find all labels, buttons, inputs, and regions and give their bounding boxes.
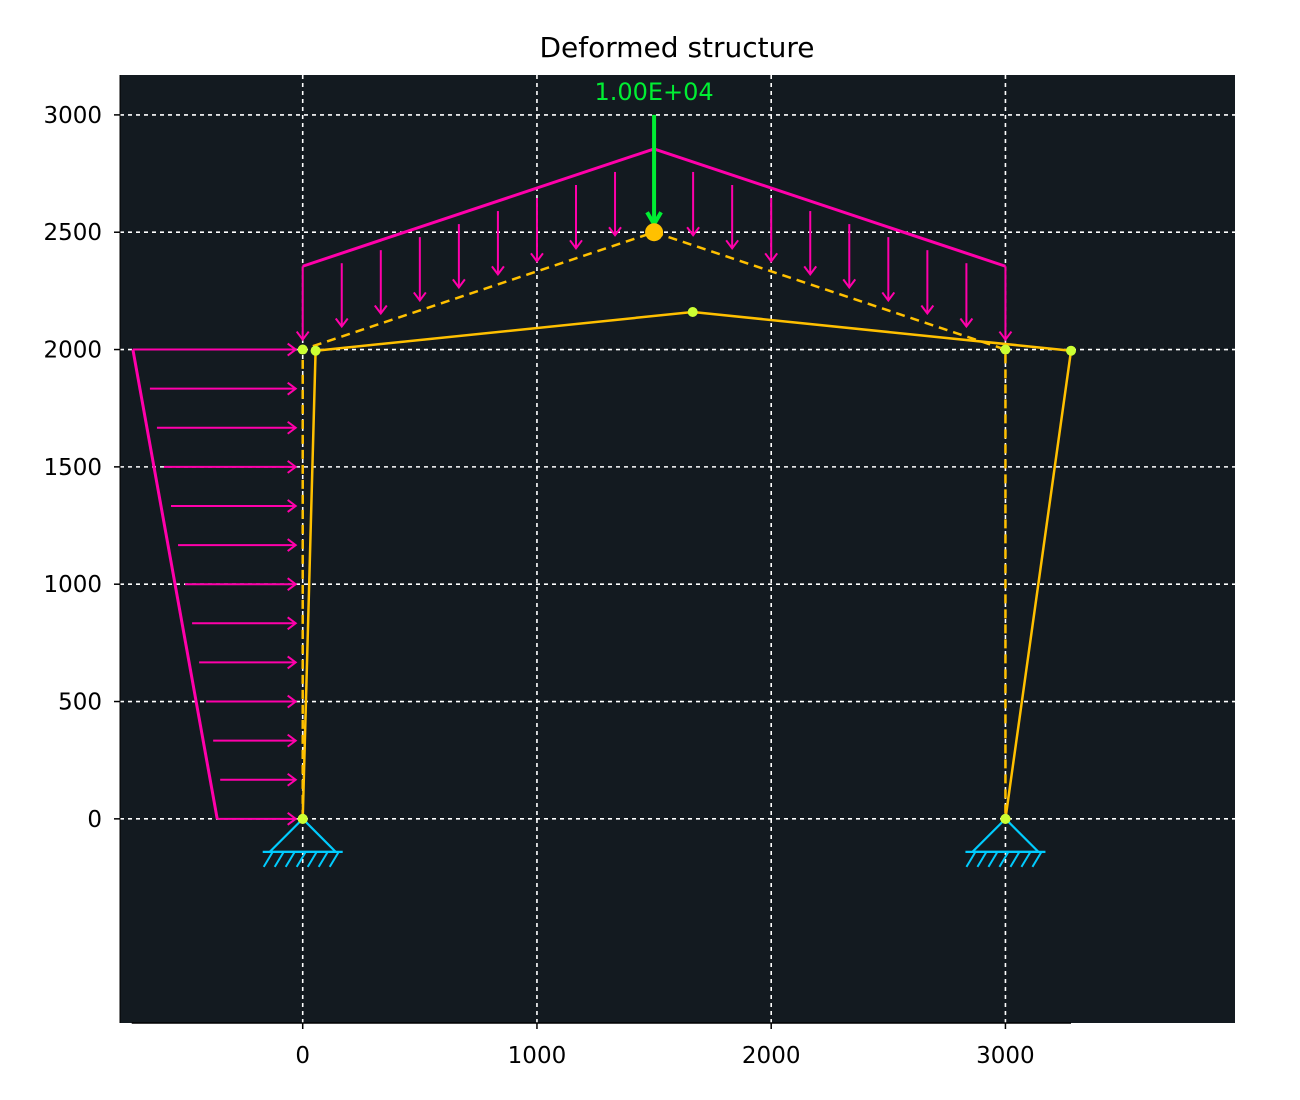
support-hatch [306, 851, 318, 868]
support-hatch [998, 851, 1010, 868]
wall-load-arrowhead [287, 655, 298, 670]
roof-load-arrowhead [295, 330, 310, 342]
support-hatch [1020, 851, 1032, 868]
support-hatch [965, 851, 977, 868]
wall-load-arrowhead [287, 772, 298, 787]
wall-load-arrowhead [287, 694, 298, 709]
roof-load-arrowhead [413, 291, 427, 303]
wall-load-arrowhead [287, 733, 298, 748]
roof-load-arrowhead [686, 226, 700, 237]
y-tick-label: 2500 [43, 220, 102, 246]
y-tick-label: 1500 [43, 455, 102, 481]
support-hatch [1009, 851, 1021, 868]
x-tick-label: 0 [295, 1043, 310, 1069]
nodes [297, 223, 1077, 824]
wall-load-arrowhead [287, 499, 298, 513]
roof-load-arrowhead [530, 252, 544, 263]
support-hatch [284, 851, 296, 868]
deformed-node [1066, 345, 1077, 356]
roof-load-arrowhead [373, 304, 388, 316]
wall-load-envelope [131, 349, 219, 820]
support-hatch [1031, 851, 1043, 868]
supports [262, 817, 1046, 868]
y-tick-label: 0 [87, 807, 102, 833]
undeformed-node [297, 344, 308, 355]
x-tick-label: 1000 [508, 1043, 567, 1069]
roof-load-arrowhead [764, 252, 778, 263]
roof-load-arrowhead [725, 239, 739, 250]
roof-load-arrowhead [959, 317, 974, 329]
wall-load-arrowhead [287, 460, 298, 474]
wall-load-arrowhead [287, 342, 298, 357]
support-hatch [976, 851, 988, 868]
support-hatch [273, 851, 285, 868]
undeformed-frame [301, 230, 1007, 819]
x-tick-label: 2000 [742, 1043, 801, 1069]
point-load-label: 1.00E+04 [594, 78, 713, 106]
wall-load-arrowhead [287, 616, 298, 631]
wall-load-arrowhead [287, 381, 298, 396]
deformed-node [1000, 813, 1011, 824]
y-tick-label: 3000 [43, 103, 102, 129]
deformed-node [297, 813, 308, 824]
support-hatch [317, 851, 329, 868]
wall-load-arrowhead [287, 812, 298, 826]
deformed-node [310, 345, 321, 356]
point-load: 1.00E+04 [594, 78, 714, 229]
roof-load-arrowhead [881, 291, 896, 303]
wall-distributed-load [131, 342, 298, 826]
roof-load-arrowhead [803, 265, 818, 277]
apex-node [645, 223, 664, 242]
y-tick-label: 500 [58, 690, 102, 716]
undeformed-members [301, 230, 1007, 819]
wall-load-arrowhead [287, 577, 298, 591]
plot-area [120, 75, 1235, 1023]
roof-load-arrowhead [920, 304, 935, 316]
roof-load-arrowhead [334, 317, 349, 329]
support-hatch [328, 851, 340, 868]
roof-load-arrowhead [842, 278, 857, 290]
x-tick-label: 3000 [976, 1043, 1035, 1069]
axes: 0 1000 2000 3000 0 500 1000 1500 2000 2500 3000 [43, 75, 1072, 1069]
roof-load-arrowhead [491, 265, 505, 277]
undeformed-node [1000, 344, 1011, 355]
deformed-node [687, 307, 698, 317]
wall-load-arrowhead [287, 538, 298, 552]
roof-load-arrowhead [452, 278, 466, 290]
roof-load-arrowhead [608, 226, 622, 237]
wall-load-arrowhead [287, 420, 298, 435]
y-tick-label: 1000 [43, 572, 102, 598]
y-tick-label: 2000 [43, 338, 102, 364]
support-hatch [262, 851, 274, 868]
plot-title: Deformed structure [539, 31, 814, 64]
support-hatch [295, 851, 307, 868]
support-hatch [987, 851, 999, 868]
roof-load-arrowhead [998, 330, 1013, 342]
roof-load-arrowhead [569, 239, 583, 250]
